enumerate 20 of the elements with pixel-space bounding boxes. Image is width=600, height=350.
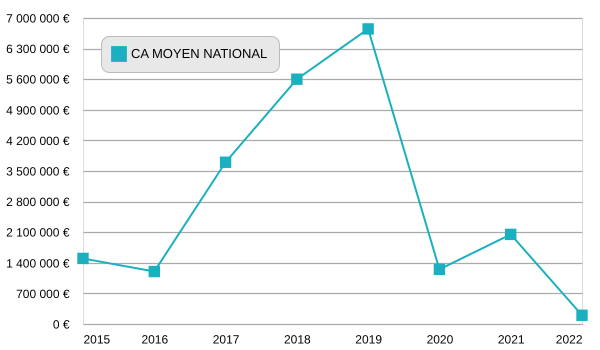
y-tick-label: 7 000 000 € [6, 12, 70, 26]
y-tick-label: 2 800 000 € [6, 195, 70, 210]
x-tick-label: 2021 [498, 332, 525, 346]
y-tick-label: 4 900 000 € [6, 103, 70, 118]
x-tick-label: 2020 [426, 332, 454, 346]
y-tick-label: 0 € [52, 318, 70, 332]
y-tick-label: 700 000 € [16, 286, 70, 301]
x-tick-label: 2022 [556, 332, 583, 346]
y-tick-label: 3 500 000 € [6, 164, 70, 178]
x-tick-label: 2017 [212, 332, 240, 346]
y-tick-label: 1 400 000 € [6, 256, 70, 270]
y-tick-label: 5 600 000 € [6, 72, 70, 87]
x-tick-label: 2016 [141, 332, 168, 346]
x-tick-label: 2015 [84, 332, 111, 346]
x-tick-label: 2018 [284, 332, 312, 346]
y-tick-label: 2 100 000 € [6, 226, 70, 240]
x-tick-label: 2019 [355, 332, 382, 346]
y-tick-label: 6 300 000 € [6, 42, 70, 56]
y-tick-label: 4 200 000 € [6, 134, 70, 148]
legend-label: CA MOYEN NATIONAL [131, 46, 268, 61]
